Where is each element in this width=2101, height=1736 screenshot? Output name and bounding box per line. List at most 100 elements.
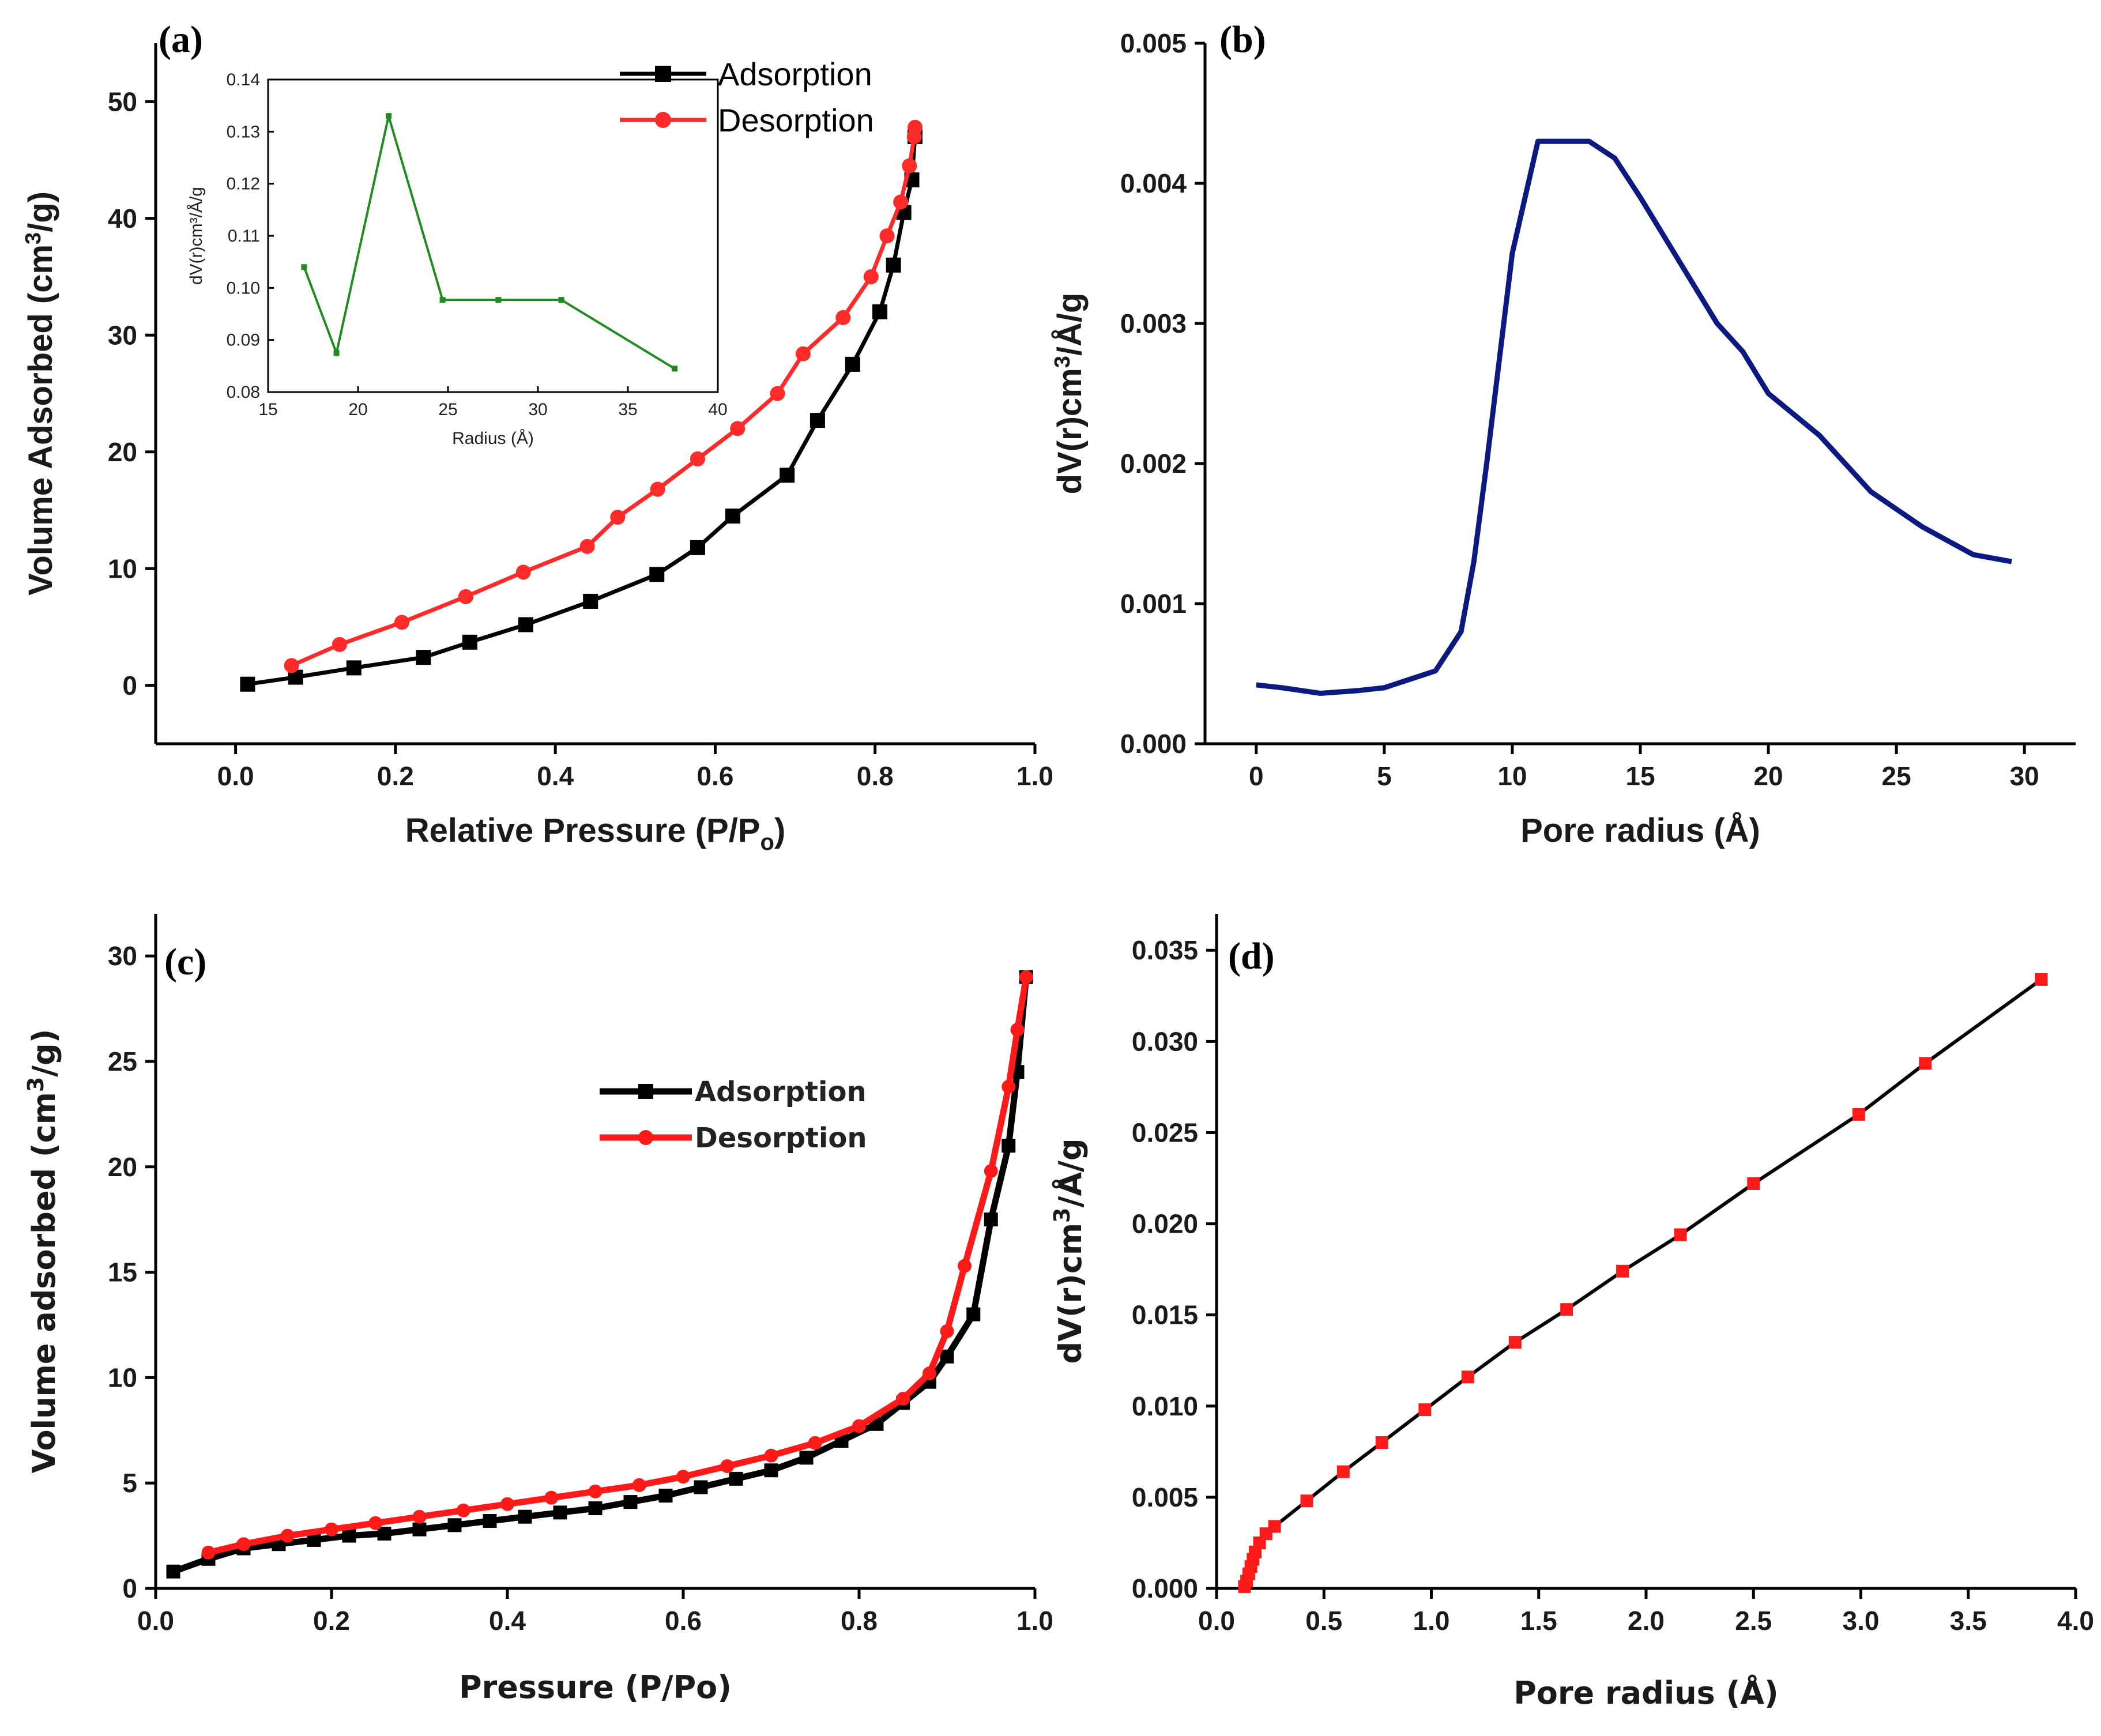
desorption-point xyxy=(984,1164,998,1178)
desorption-point xyxy=(808,1436,822,1450)
x-tick-label: 0.2 xyxy=(377,761,414,791)
inset-chart: 15 20 25 30 35 40 0.08 0.09 0.10 0.11 0.12 0.13 0.14… xyxy=(187,70,728,448)
adsorption-point xyxy=(725,509,740,524)
adsorption-point xyxy=(483,1514,497,1528)
x-axis-label-sub: o xyxy=(760,830,774,855)
x-tick-label: 25 xyxy=(1882,761,1911,791)
x-tick-label: 3.0 xyxy=(1843,1606,1880,1636)
adsorption-point xyxy=(1001,1139,1016,1153)
y-tick-label: 25 xyxy=(108,1046,137,1076)
desorption-point xyxy=(908,119,923,135)
y-tick-label: 0.035 xyxy=(1132,935,1198,965)
y-tick-label: 0 xyxy=(122,1573,137,1603)
legend-marker xyxy=(655,112,671,128)
adsorption-point xyxy=(518,1509,532,1524)
chart-panel-d: 0.0 0.5 1.0 1.5 2.0 2.5 3.0 3.5 4.0 0.000 0.005 0.0… xyxy=(1049,914,2094,1711)
desorption-point xyxy=(280,1528,295,1543)
x-tick-label: 2.0 xyxy=(1628,1606,1665,1636)
x-tick-label: 15 xyxy=(1625,761,1655,791)
y-axis-label-sup: 3 xyxy=(23,1077,48,1092)
x-axis-label: Pore radius (Å) xyxy=(1513,1675,1779,1711)
inset-point xyxy=(301,264,307,270)
y-tick-label: 15 xyxy=(108,1257,137,1287)
y-axis-label-end: /Å/g xyxy=(1051,293,1089,356)
adsorption-point xyxy=(649,567,665,582)
pore-distribution-point xyxy=(1508,1336,1522,1349)
inset-x-axis-label: Radius (Å) xyxy=(452,429,534,448)
y-axis-label-text: dV(r)cm xyxy=(1052,1223,1089,1364)
desorption-point xyxy=(863,269,879,284)
adsorption-point xyxy=(240,676,255,692)
x-tick-label: 0.6 xyxy=(696,761,733,791)
pore-distribution-point xyxy=(1852,1108,1865,1121)
y-axis-label-sup: 3 xyxy=(1049,1207,1075,1222)
y-axis-label: Volume Adsorbed (cm3/g) xyxy=(21,191,59,596)
desorption-line xyxy=(291,127,917,668)
pore-distribution-point xyxy=(1674,1228,1687,1241)
y-tick-label: 0.025 xyxy=(1132,1117,1198,1147)
x-tick-label: 0.0 xyxy=(1198,1606,1235,1636)
inset-y-tick-label: 0.11 xyxy=(228,227,260,246)
x-axis-label: Relative Pressure (P/Po) xyxy=(405,812,786,855)
x-axis-label: Pore radius (Å) xyxy=(1520,812,1760,849)
y-tick-label: 10 xyxy=(108,553,137,583)
desorption-point xyxy=(588,1484,603,1498)
y-axis-label: dV(r)cm3/Å/g xyxy=(1050,293,1089,495)
pore-distribution-line xyxy=(1256,138,2012,696)
chart-panel-c: 0.0 0.2 0.4 0.6 0.8 1.0 0 5 10 15 20 25 30 Pressure (… xyxy=(23,914,1053,1705)
adsorption-line xyxy=(247,136,917,687)
desorption-point xyxy=(940,1324,954,1338)
adsorption-line xyxy=(172,977,1030,1575)
inset-x-tick-label: 40 xyxy=(708,400,727,419)
x-tick-label: 0 xyxy=(1249,761,1264,791)
desorption-point xyxy=(515,564,531,580)
y-tick-label: 5 xyxy=(122,1468,137,1498)
y-tick-label: 50 xyxy=(108,86,137,116)
adsorption-point xyxy=(462,634,477,650)
desorption-point xyxy=(770,386,785,401)
y-axis-label: dV(r)cm3/Å/g xyxy=(1049,1138,1089,1364)
desorption-point xyxy=(896,1391,910,1406)
desorption-point xyxy=(544,1490,559,1505)
pore-distribution-point xyxy=(1300,1494,1313,1508)
desorption-point xyxy=(958,1259,972,1273)
adsorption-point xyxy=(377,1526,391,1541)
adsorption-point xyxy=(694,1480,708,1494)
desorption-point xyxy=(325,1522,338,1537)
y-tick-label: 0.000 xyxy=(1132,1573,1198,1603)
x-axis-label-text: Pressure (P/Po) xyxy=(459,1669,732,1705)
inset-y-tick-label: 0.09 xyxy=(227,331,260,350)
adsorption-point xyxy=(583,593,598,609)
adsorption-point xyxy=(764,1463,778,1478)
adsorption-point xyxy=(940,1349,954,1364)
pore-distribution-point xyxy=(1560,1303,1573,1316)
inset-x-tick-label: 30 xyxy=(528,400,547,419)
desorption-point xyxy=(201,1545,216,1560)
inset-point xyxy=(558,297,564,303)
inset-point xyxy=(333,350,340,356)
adsorption-point xyxy=(588,1501,603,1516)
desorption-point xyxy=(610,510,626,525)
legend-label-adsorption: Adsorption xyxy=(695,1076,867,1108)
desorption-point xyxy=(368,1516,383,1530)
y-axis-label-sup: 3 xyxy=(21,232,46,244)
x-tick-label: 0.8 xyxy=(841,1606,878,1636)
inset-point xyxy=(386,113,392,119)
y-axis-label: Volume adsorbed (cm3/g) xyxy=(23,1029,62,1474)
y-tick-label: 0 xyxy=(122,671,137,701)
x-tick-label: 0.0 xyxy=(217,761,254,791)
adsorption-point xyxy=(416,650,431,665)
desorption-point xyxy=(764,1448,778,1463)
y-tick-label: 0.005 xyxy=(1120,28,1187,58)
x-tick-label: 1.0 xyxy=(1016,1606,1053,1636)
desorption-point xyxy=(795,346,811,361)
y-tick-label: 30 xyxy=(108,941,137,971)
panel-label: (b) xyxy=(1219,18,1266,61)
desorption-point xyxy=(690,451,705,466)
y-tick-label: 0.000 xyxy=(1120,729,1187,759)
desorption-point xyxy=(879,228,895,244)
adsorption-point xyxy=(690,540,705,555)
y-tick-label: 10 xyxy=(108,1362,137,1392)
x-tick-label: 0.0 xyxy=(137,1606,174,1636)
y-tick-label: 0.010 xyxy=(1132,1391,1198,1421)
